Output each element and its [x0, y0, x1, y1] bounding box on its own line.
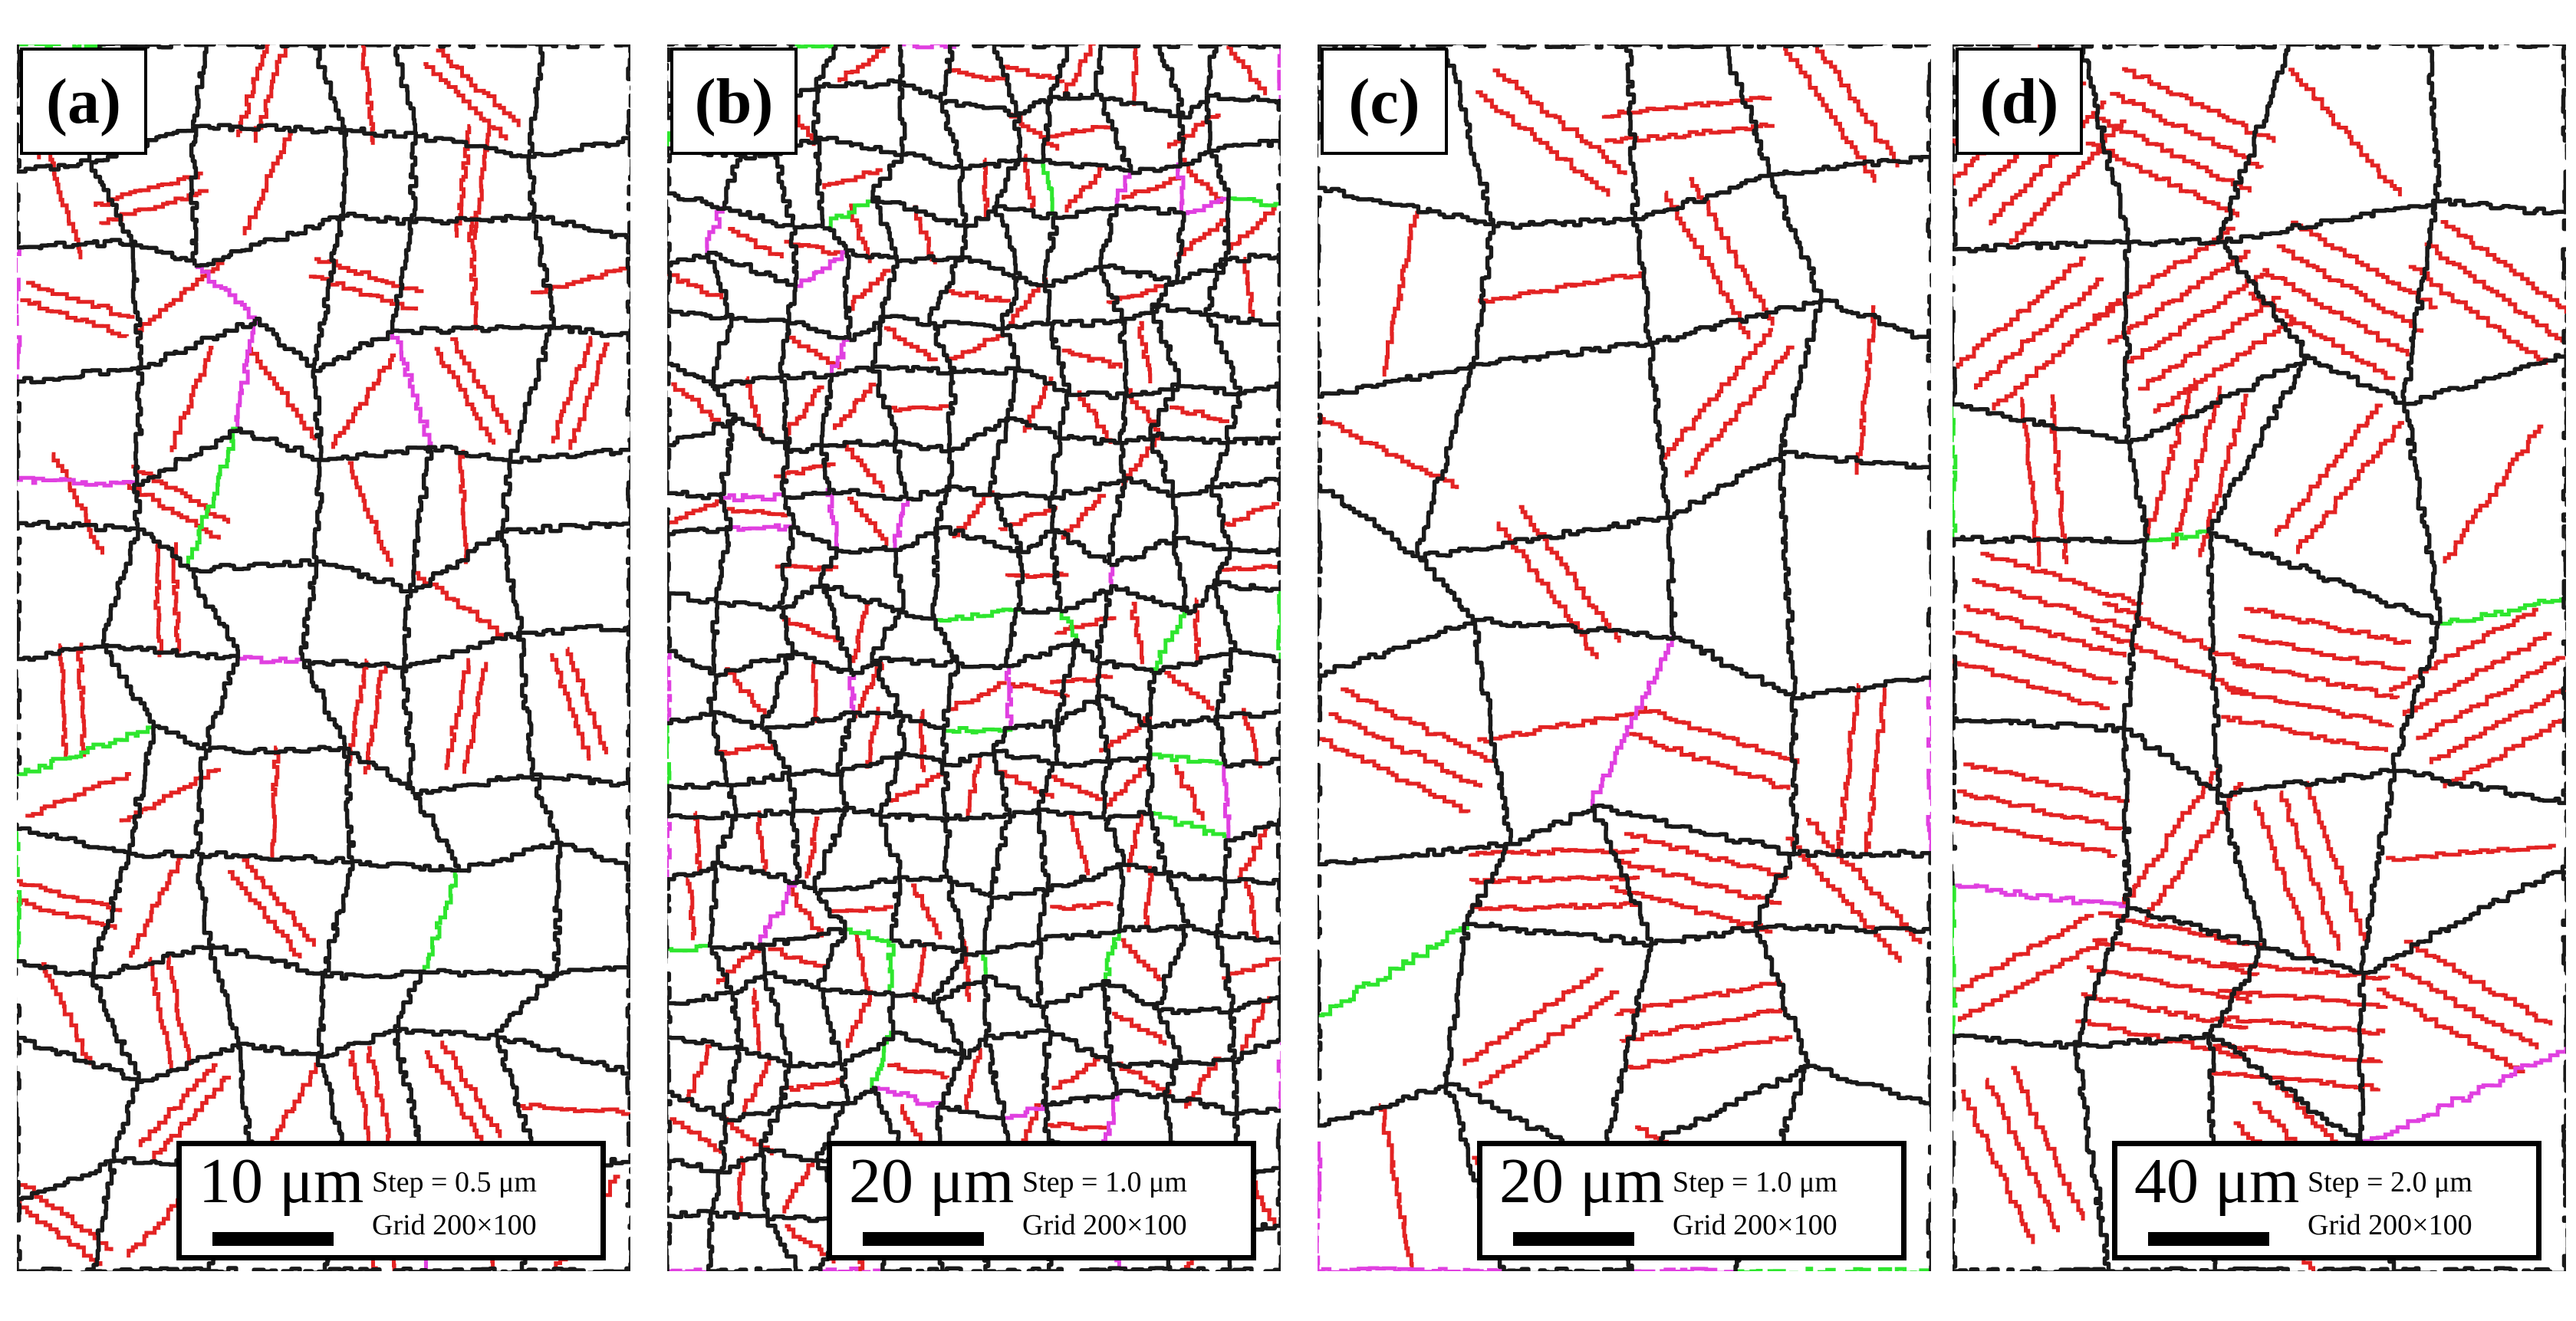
panel-d: (d) 40 μm Step = 2.0 μm Grid 200×100: [1953, 44, 2566, 1271]
scale-box: 40 μm Step = 2.0 μm Grid 200×100: [2112, 1141, 2541, 1260]
high-angle-boundaries: [1953, 44, 2566, 1271]
scan-grid: Grid 200×100: [1673, 1209, 1837, 1241]
scale-length: 20 μm: [1499, 1145, 1665, 1217]
panel-b: (b) 20 μm Step = 1.0 μm Grid 200×100: [667, 44, 1281, 1271]
scale-bar: [1513, 1232, 1634, 1246]
scale-box: 20 μm Step = 1.0 μm Grid 200×100: [827, 1141, 1256, 1260]
twin-boundaries: [667, 44, 1281, 1271]
high-angle-boundaries: [1318, 44, 1931, 1271]
twin-boundaries: [1953, 44, 2566, 1271]
special-boundaries: [1953, 403, 2566, 1148]
grain-boundary-map: [17, 44, 630, 1271]
special-boundaries: [667, 44, 1281, 1271]
scan-step: Step = 1.0 μm: [1022, 1166, 1187, 1198]
high-angle-boundaries: [17, 44, 630, 1271]
panel-label: (d): [1956, 48, 2083, 155]
scale-bar: [212, 1232, 334, 1246]
scale-length: 20 μm: [849, 1145, 1015, 1217]
scan-step: Step = 2.0 μm: [2308, 1166, 2472, 1198]
special-boundaries: [1318, 636, 1931, 1271]
special-boundaries: [17, 44, 459, 1271]
panel-label: (a): [20, 48, 147, 155]
grain-boundary-map: [1953, 44, 2566, 1271]
panel-c: (c) 20 μm Step = 1.0 μm Grid 200×100: [1318, 44, 1931, 1271]
scale-bar: [2148, 1232, 2269, 1246]
high-angle-boundaries: [667, 44, 1281, 1271]
grain-boundary-map: [1318, 44, 1931, 1271]
panel-label: (b): [670, 48, 798, 155]
scale-box: 20 μm Step = 1.0 μm Grid 200×100: [1477, 1141, 1907, 1260]
twin-boundaries: [1318, 44, 1923, 1271]
scale-length: 10 μm: [199, 1145, 364, 1217]
scale-length: 40 μm: [2134, 1145, 2300, 1217]
scan-step: Step = 0.5 μm: [372, 1166, 537, 1198]
grain-boundary-map: [667, 44, 1281, 1271]
panel-a: (a) 10 μm Step = 0.5 μm Grid 200×100: [17, 44, 630, 1271]
scan-step: Step = 1.0 μm: [1673, 1166, 1837, 1198]
scale-box: 10 μm Step = 0.5 μm Grid 200×100: [176, 1141, 606, 1260]
scan-grid: Grid 200×100: [1022, 1209, 1187, 1241]
scan-grid: Grid 200×100: [2308, 1209, 2472, 1241]
panel-label: (c): [1321, 48, 1448, 155]
scale-bar: [863, 1232, 984, 1246]
scan-grid: Grid 200×100: [372, 1209, 537, 1241]
